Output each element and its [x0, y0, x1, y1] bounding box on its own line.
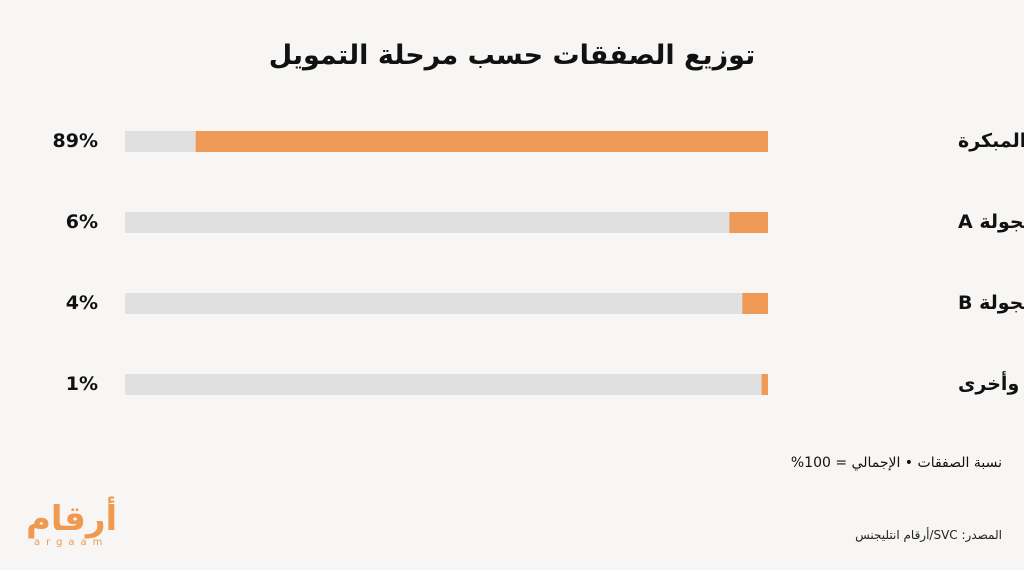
bar [742, 293, 768, 314]
bar [761, 374, 768, 395]
category-label: مراحل لاحقة وأخرى [958, 371, 1024, 395]
category-label: الجولة A [958, 211, 1024, 233]
bar-track [125, 212, 768, 233]
bar-track [125, 293, 768, 314]
bar [729, 212, 768, 233]
logo-latin-text: argaam [34, 537, 109, 548]
chart-title: توزيع الصفقات حسب مرحلة التمويل [268, 40, 756, 71]
bar-chart: المرحلة المبكرة 89% الجولة A 6% الجولة B 4% مر… [53, 130, 1024, 395]
value-label: 6% [66, 211, 98, 233]
category-label: المرحلة المبكرة [958, 130, 1024, 152]
chart-note: نسبة الصفقات • الإجمالي = 100% [790, 455, 1002, 471]
bar [195, 131, 769, 152]
value-label: 4% [66, 292, 98, 314]
value-label: 1% [66, 373, 98, 395]
logo-arabic-text: أرقام [26, 499, 118, 539]
source-credit: المصدر: SVC/أرقام انتليجنس [855, 528, 1002, 542]
bar-track [125, 374, 768, 395]
value-label: 89% [53, 130, 98, 152]
category-label: الجولة B [958, 292, 1024, 314]
argaam-logo: أرقام argaam [26, 499, 136, 551]
